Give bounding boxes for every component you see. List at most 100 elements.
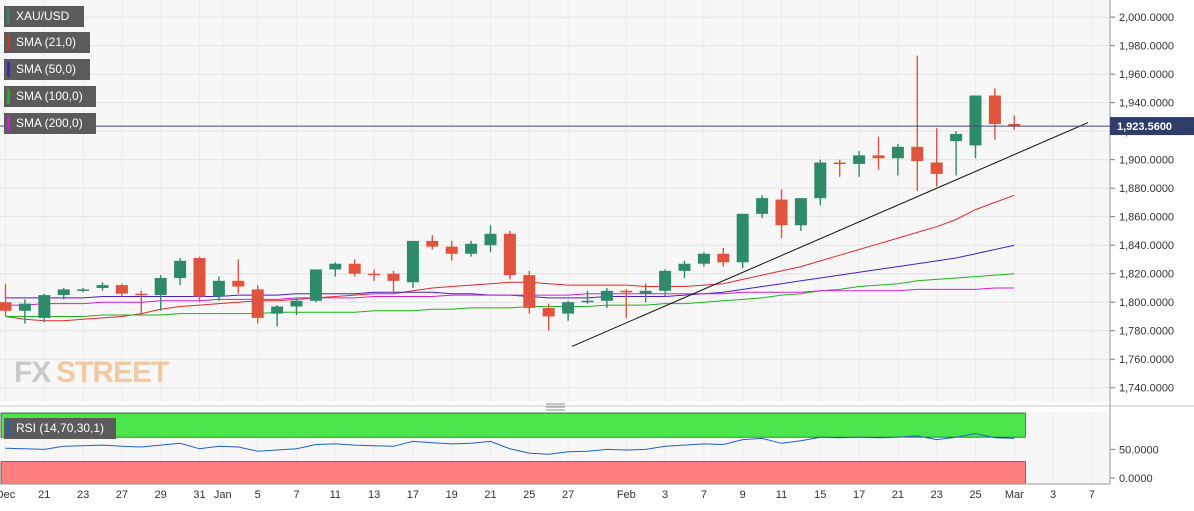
candle — [329, 262, 342, 277]
time-tick-label: 7 — [701, 489, 707, 501]
legend-sma-21-label: SMA (21,0) — [16, 35, 77, 49]
price-tick-label: 1,980.0000 — [1119, 41, 1174, 53]
legend-sma-21[interactable]: SMA (21,0) — [4, 32, 90, 53]
time-tick-label: 15 — [814, 489, 826, 501]
time-tick-label: 19 — [446, 489, 458, 501]
last-price-label-bg — [1110, 117, 1194, 136]
candle-body — [18, 303, 31, 311]
candle — [271, 305, 284, 327]
candlesticks — [0, 55, 1021, 331]
candle — [135, 290, 148, 316]
candle-body — [930, 162, 943, 174]
candle-body — [717, 253, 730, 263]
time-tick-label: Feb — [617, 489, 636, 501]
time-tick-label: 27 — [562, 489, 574, 501]
legend-symbol[interactable]: XAU/USD — [4, 6, 84, 27]
price-plot-bg — [0, 0, 1110, 402]
legend-sma-100[interactable]: SMA (100,0) — [4, 86, 96, 107]
candle — [872, 136, 885, 170]
candle — [1008, 115, 1021, 130]
time-tick-label: 17 — [853, 489, 865, 501]
candle — [697, 252, 710, 267]
time-tick-label: 3 — [1050, 489, 1056, 501]
candle-body — [814, 162, 827, 199]
candle-body — [678, 263, 691, 271]
candle — [833, 159, 846, 177]
time-tick-label: 11 — [330, 489, 341, 501]
candle — [96, 282, 109, 291]
time-tick-label: 3 — [662, 489, 668, 501]
candle — [930, 128, 943, 187]
candle-body — [639, 290, 652, 294]
candle-body — [484, 233, 497, 246]
candle — [57, 287, 70, 300]
candle — [717, 248, 730, 267]
rsi-tick-label: 0.0000 — [1119, 473, 1153, 485]
legend-rsi[interactable]: RSI (14,70,30,1) — [4, 418, 116, 439]
time-tick-label: 23 — [77, 489, 89, 501]
candle — [911, 55, 924, 192]
time-tick-label: 13 — [368, 489, 380, 501]
candle-body — [988, 95, 1001, 125]
candle-body — [794, 198, 807, 226]
candle — [445, 240, 458, 261]
time-tick-label: 21 — [38, 489, 50, 501]
legend-sma-200[interactable]: SMA (200,0) — [4, 113, 96, 134]
candle-body — [57, 289, 70, 296]
candle — [212, 276, 225, 301]
legend-symbol-label: XAU/USD — [16, 9, 70, 23]
legend-sma-50[interactable]: SMA (50,0) — [4, 59, 90, 80]
candle-body — [659, 270, 672, 291]
candle — [484, 225, 497, 253]
price-tick-label: 1,840.0000 — [1119, 240, 1174, 252]
candle — [290, 297, 303, 316]
candle — [950, 131, 963, 176]
time-tick-label: 5 — [255, 489, 261, 501]
candle-body — [853, 155, 866, 164]
price-tick-label: 1,960.0000 — [1119, 69, 1174, 81]
candle-body — [620, 290, 633, 293]
candle — [115, 283, 128, 297]
candle-body — [387, 273, 400, 281]
candle — [620, 289, 633, 318]
candle-body — [600, 290, 613, 301]
candle-body — [503, 233, 516, 276]
candle — [251, 285, 264, 324]
candle — [503, 230, 516, 280]
candle-body — [736, 213, 749, 263]
candle-body — [562, 302, 575, 314]
time-tick-label: 25 — [523, 489, 535, 501]
legend-sma-200-label: SMA (200,0) — [16, 116, 83, 130]
candle — [794, 198, 807, 231]
legend-rsi-label: RSI (14,70,30,1) — [16, 421, 105, 435]
candle-body — [96, 285, 109, 288]
price-tick-label: 1,900.0000 — [1119, 155, 1174, 167]
time-tick-label: 17 — [407, 489, 419, 501]
candle — [736, 213, 749, 268]
candle-body — [115, 285, 128, 294]
time-tick-label: 29 — [155, 489, 167, 501]
time-tick-label: Mar — [1005, 489, 1024, 501]
candle-body — [368, 273, 381, 276]
candle — [18, 299, 31, 324]
time-tick-label: 23 — [931, 489, 943, 501]
time-tick-label: 11 — [776, 489, 787, 501]
candle-body — [290, 300, 303, 307]
svg-text:STREET: STREET — [56, 356, 169, 389]
price-tick-label: 1,740.0000 — [1119, 383, 1174, 395]
sma-line-3 — [5, 287, 1015, 306]
candle-body — [0, 302, 12, 311]
candle — [523, 270, 536, 314]
price-tick-label: 1,780.0000 — [1119, 326, 1174, 338]
candle — [38, 293, 51, 323]
price-tick-label: 1,820.0000 — [1119, 269, 1174, 281]
candle-body — [756, 198, 769, 214]
time-tick-label: 25 — [969, 489, 981, 501]
candle-body — [193, 258, 206, 297]
price-tick-label: 2,000.0000 — [1119, 12, 1174, 24]
time-tick-label: 9 — [740, 489, 746, 501]
time-tick-label: 7 — [293, 489, 299, 501]
rsi-overbought-band — [0, 412, 1026, 438]
candle — [814, 159, 827, 206]
sma-lines — [5, 194, 1015, 322]
